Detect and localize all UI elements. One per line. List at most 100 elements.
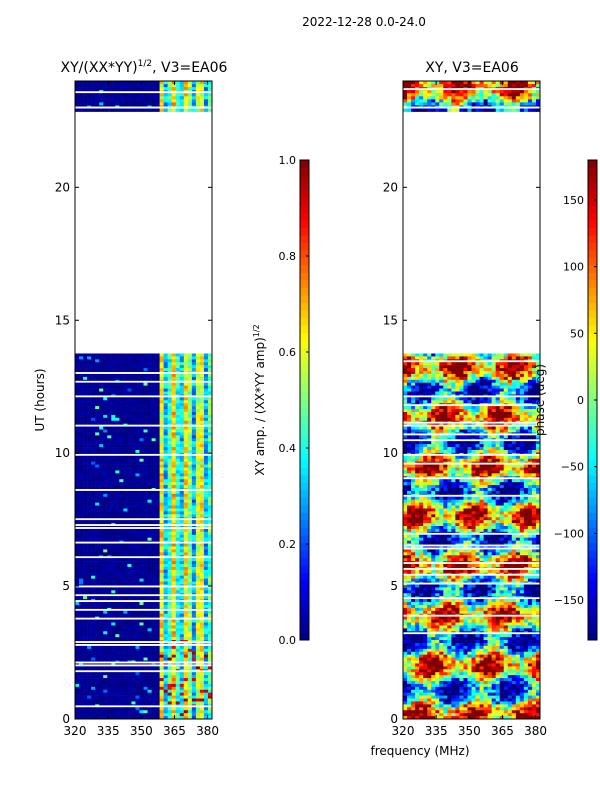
heatmap-cell xyxy=(99,362,104,366)
heatmap-cell xyxy=(171,365,177,369)
heatmap-cell xyxy=(203,713,209,717)
heatmap-cell xyxy=(159,108,164,112)
heatmap-cell xyxy=(103,695,108,699)
heatmap-cell xyxy=(175,447,181,451)
colorbar-segment xyxy=(300,407,309,416)
heatmap-cell xyxy=(163,473,168,477)
heatmap-cell xyxy=(139,689,144,693)
heatmap-cell xyxy=(127,581,132,585)
heatmap-cell xyxy=(159,414,164,419)
no-data-line xyxy=(75,664,212,667)
heatmap-cell xyxy=(143,578,148,582)
heatmap-cell xyxy=(171,429,177,433)
heatmap-cell xyxy=(75,400,80,404)
heatmap-cell xyxy=(99,683,104,688)
heatmap-cell xyxy=(107,400,112,404)
heatmap-cell xyxy=(199,499,205,503)
heatmap-cell xyxy=(183,707,189,711)
heatmap-cell xyxy=(187,520,193,524)
heatmap-cell xyxy=(127,683,132,688)
heatmap-cell xyxy=(163,552,168,556)
heatmap-cell xyxy=(167,429,173,433)
heatmap-cell xyxy=(179,473,185,477)
heatmap-cell xyxy=(143,87,148,91)
heatmap-cell xyxy=(75,564,80,568)
heatmap-cell xyxy=(187,683,193,688)
heatmap-cell xyxy=(167,499,173,503)
heatmap-cell xyxy=(167,561,173,565)
heatmap-cell xyxy=(147,514,152,518)
heatmap-cell xyxy=(151,713,156,717)
heatmap-cell xyxy=(191,432,197,436)
heatmap-cell xyxy=(199,467,205,471)
heatmap-cell xyxy=(199,84,205,88)
heatmap-cell xyxy=(123,713,128,717)
heatmap-cell xyxy=(187,534,193,538)
heatmap-cell xyxy=(83,108,88,112)
heatmap-cell xyxy=(83,479,88,483)
heatmap-cell xyxy=(147,543,152,547)
heatmap-cell xyxy=(83,458,88,462)
heatmap-cell xyxy=(207,610,213,615)
heatmap-cell xyxy=(147,651,152,655)
heatmap-cell xyxy=(191,631,197,635)
heatmap-cell xyxy=(115,411,120,416)
heatmap-cell xyxy=(83,672,88,676)
heatmap-cell xyxy=(171,447,177,451)
heatmap-cell xyxy=(143,417,148,422)
heatmap-cell xyxy=(143,520,148,524)
heatmap-cell xyxy=(103,429,108,433)
heatmap-cell xyxy=(75,707,80,711)
heatmap-cell xyxy=(75,417,80,422)
heatmap-cell xyxy=(107,692,112,696)
heatmap-cell xyxy=(191,537,197,541)
heatmap-cell xyxy=(195,417,201,422)
heatmap-cell xyxy=(123,596,128,600)
heatmap-cell xyxy=(111,429,116,433)
heatmap-cell xyxy=(139,385,144,389)
heatmap-cell xyxy=(447,368,452,372)
heatmap-cell xyxy=(187,610,193,615)
heatmap-cell xyxy=(119,578,124,582)
heatmap-cell xyxy=(79,93,84,97)
heatmap-cell xyxy=(87,528,92,533)
heatmap-cell xyxy=(79,388,84,392)
heatmap-cell xyxy=(115,96,120,100)
heatmap-cell xyxy=(155,637,160,641)
heatmap-cell xyxy=(87,502,92,506)
heatmap-cell xyxy=(103,549,108,553)
heatmap-cell xyxy=(83,441,88,445)
heatmap-cell xyxy=(147,409,152,413)
heatmap-cell xyxy=(103,590,108,594)
heatmap-cell xyxy=(95,461,100,465)
heatmap-cell xyxy=(99,447,104,451)
heatmap-cell xyxy=(123,561,128,565)
heatmap-cell xyxy=(147,499,152,503)
heatmap-cell xyxy=(99,613,104,617)
heatmap-cell xyxy=(155,84,160,88)
heatmap-cell xyxy=(175,496,181,500)
heatmap-cell xyxy=(167,502,173,506)
heatmap-cell xyxy=(147,420,152,424)
heatmap-cell xyxy=(143,575,148,579)
heatmap-cell xyxy=(119,479,124,483)
heatmap-cell xyxy=(179,406,185,410)
heatmap-cell xyxy=(143,414,148,419)
heatmap-cell xyxy=(199,531,205,536)
heatmap-cell xyxy=(419,362,424,366)
heatmap-cell xyxy=(119,558,124,562)
heatmap-cell xyxy=(151,417,156,422)
heatmap-cell xyxy=(79,382,84,386)
heatmap-cell xyxy=(155,619,160,623)
heatmap-cell xyxy=(167,572,173,577)
heatmap-cell xyxy=(467,371,472,375)
heatmap-cell xyxy=(75,376,80,381)
heatmap-cell xyxy=(151,569,156,574)
heatmap-cell xyxy=(507,371,513,375)
heatmap-cell xyxy=(111,406,116,410)
heatmap-cell xyxy=(103,692,108,696)
heatmap-cell xyxy=(131,672,136,676)
heatmap-cell xyxy=(179,578,185,582)
heatmap-cell xyxy=(527,368,533,372)
heatmap-cell xyxy=(191,455,197,460)
